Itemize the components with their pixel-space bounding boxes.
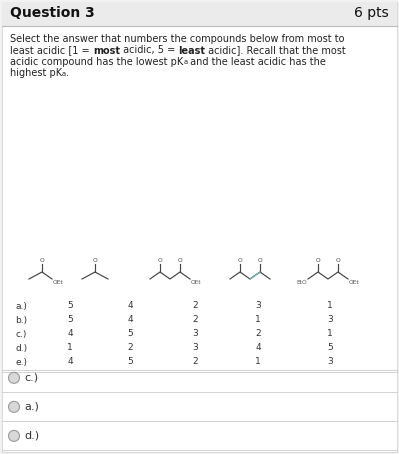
Text: acidic compound has the lowest pK: acidic compound has the lowest pK xyxy=(10,57,183,67)
Text: least: least xyxy=(178,45,205,55)
Text: 3: 3 xyxy=(327,316,333,325)
Text: 6 pts: 6 pts xyxy=(354,6,389,20)
Circle shape xyxy=(8,372,20,383)
Bar xyxy=(2,2,397,26)
Text: 4: 4 xyxy=(67,357,73,366)
Text: EtO: EtO xyxy=(296,280,307,285)
Text: Question 3: Question 3 xyxy=(10,6,95,20)
Text: .: . xyxy=(66,69,69,79)
Text: OEt: OEt xyxy=(53,280,63,285)
Text: acidic]. Recall that the most: acidic]. Recall that the most xyxy=(205,45,346,55)
Text: highest pK: highest pK xyxy=(10,69,62,79)
Text: O: O xyxy=(158,258,162,263)
Text: O: O xyxy=(336,258,340,263)
Text: e.): e.) xyxy=(15,357,27,366)
Text: 2: 2 xyxy=(192,357,198,366)
Text: d.): d.) xyxy=(24,431,39,441)
Text: 4: 4 xyxy=(67,330,73,339)
Text: 5: 5 xyxy=(127,357,133,366)
Text: O: O xyxy=(258,258,262,263)
Text: 4: 4 xyxy=(127,301,133,311)
Text: c.): c.) xyxy=(15,330,26,339)
Text: d.): d.) xyxy=(15,344,27,352)
Text: 1: 1 xyxy=(255,316,261,325)
Text: 1: 1 xyxy=(327,330,333,339)
Circle shape xyxy=(8,401,20,412)
Text: a.): a.) xyxy=(24,402,39,412)
Text: 1: 1 xyxy=(255,357,261,366)
Text: 5: 5 xyxy=(67,316,73,325)
Text: 3: 3 xyxy=(192,344,198,352)
Text: 3: 3 xyxy=(327,357,333,366)
Text: 2: 2 xyxy=(255,330,261,339)
Text: O: O xyxy=(316,258,320,263)
Text: OEt: OEt xyxy=(349,280,359,285)
Text: 2: 2 xyxy=(192,301,198,311)
Text: 5: 5 xyxy=(327,344,333,352)
Text: most: most xyxy=(93,45,120,55)
Text: a: a xyxy=(62,70,66,77)
Text: least acidic [1 =: least acidic [1 = xyxy=(10,45,93,55)
Text: O: O xyxy=(40,258,44,263)
Text: OEt: OEt xyxy=(191,280,201,285)
Text: O: O xyxy=(178,258,182,263)
Text: O: O xyxy=(238,258,242,263)
Text: 3: 3 xyxy=(255,301,261,311)
Text: c.): c.) xyxy=(24,373,38,383)
Text: 3: 3 xyxy=(192,330,198,339)
Text: and the least acidic has the: and the least acidic has the xyxy=(188,57,326,67)
Text: 4: 4 xyxy=(255,344,261,352)
Text: 2: 2 xyxy=(192,316,198,325)
Text: b.): b.) xyxy=(15,316,27,325)
Text: acidic, 5 =: acidic, 5 = xyxy=(120,45,178,55)
Text: Select the answer that numbers the compounds below from most to: Select the answer that numbers the compo… xyxy=(10,34,344,44)
Text: 1: 1 xyxy=(327,301,333,311)
Text: a: a xyxy=(183,59,188,65)
Text: 4: 4 xyxy=(127,316,133,325)
Text: 5: 5 xyxy=(127,330,133,339)
Circle shape xyxy=(8,430,20,441)
Text: 2: 2 xyxy=(127,344,133,352)
Text: a.): a.) xyxy=(15,301,27,311)
Text: O: O xyxy=(93,258,97,263)
Text: 5: 5 xyxy=(67,301,73,311)
Text: 1: 1 xyxy=(67,344,73,352)
